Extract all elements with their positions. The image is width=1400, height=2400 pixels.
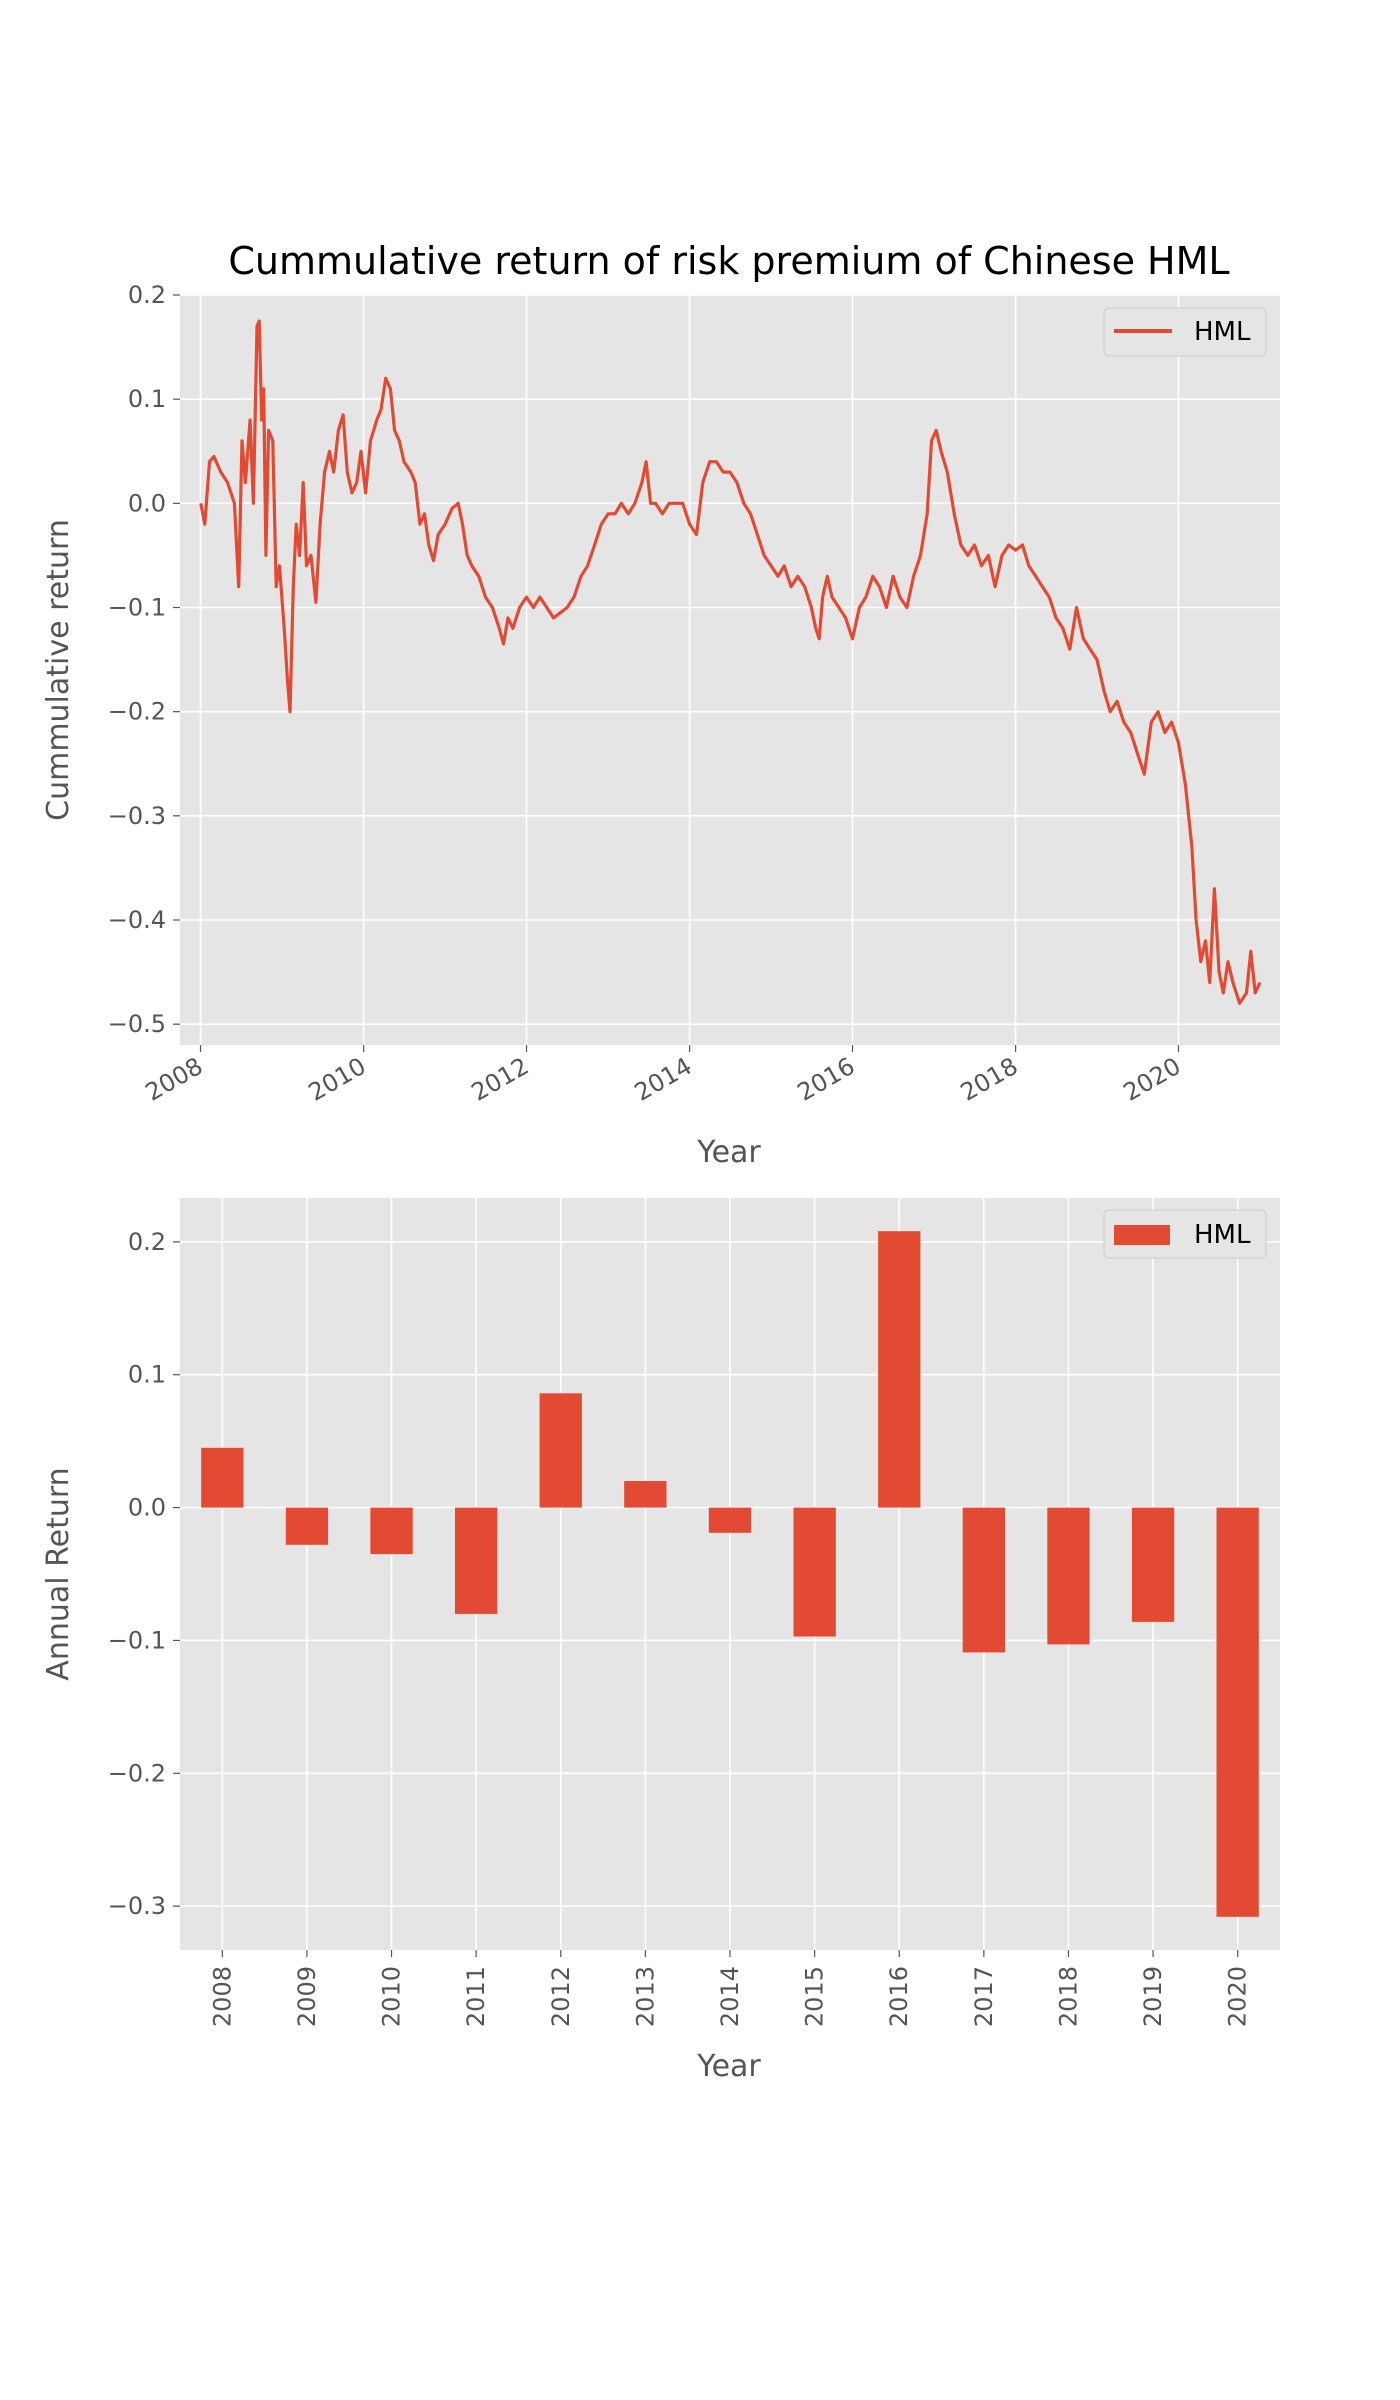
x-tick-label: 2019 (1139, 1966, 1167, 2027)
annual-return-chart: 0.20.10.0−0.1−0.2−0.3 2008 2009 2010 2011 20… (41, 1198, 1280, 2084)
y-tick-label: −0.3 (108, 1892, 166, 1920)
series-path-hml (199, 319, 1262, 1005)
x-axis-ticks: 2008 2009 2010 2011 2012 2013 2014 2015 2016 2017… (208, 1950, 1252, 2027)
x-tick-label: 2018 (1054, 1966, 1082, 2027)
x-tick-label: 2020 (1119, 1052, 1186, 1107)
x-tick-label: 2017 (970, 1966, 998, 2027)
y-tick-label: −0.2 (108, 698, 166, 726)
chart-title: Cummulative return of risk premium of Ch… (228, 239, 1229, 283)
x-tick-label: 2015 (801, 1966, 829, 2027)
x-tick-label: 2014 (716, 1966, 744, 2027)
bar-2010 (370, 1507, 413, 1555)
y-tick-label: −0.5 (108, 1010, 166, 1038)
y-tick-label: −0.2 (108, 1759, 166, 1787)
x-tick-label: 2008 (141, 1052, 208, 1107)
x-tick-label: 2020 (1224, 1966, 1252, 2027)
x-tick-label: 2012 (467, 1052, 534, 1107)
y-tick-label: 0.2 (128, 281, 166, 309)
y-axis-label: Annual Return (41, 1467, 76, 1680)
legend-bar-swatch (1114, 1225, 1170, 1245)
x-tick-label: 2012 (547, 1966, 575, 2027)
legend-box (1103, 1209, 1267, 1259)
gridlines (180, 1198, 1280, 1950)
bar-2017 (962, 1507, 1005, 1653)
x-axis-ticks: 2008 2010 2012 2014 2016 2018 2020 (141, 1045, 1186, 1107)
x-axis-label: Year (696, 2049, 761, 2084)
bar-2011 (455, 1507, 498, 1614)
bar-2019 (1131, 1507, 1175, 1622)
bar-2020 (1216, 1507, 1259, 1917)
y-tick-label: 0.2 (128, 1228, 166, 1256)
x-axis-label: Year (696, 1135, 761, 1170)
y-tick-label: −0.3 (108, 802, 166, 830)
y-tick-label: −0.1 (108, 1626, 166, 1654)
bars (201, 1231, 1259, 1917)
x-tick-label: 2010 (304, 1052, 371, 1107)
legend-box (1103, 307, 1267, 357)
x-tick-label: 2018 (956, 1052, 1023, 1107)
bar-2008 (201, 1447, 244, 1508)
x-tick-label: 2013 (631, 1966, 659, 2027)
x-tick-label: 2016 (793, 1052, 860, 1107)
y-axis-ticks: 0.2 0.1 0.0 −0.1 −0.2 −0.3 (108, 1228, 180, 1920)
y-tick-label: 0.0 (128, 489, 166, 517)
x-tick-label: 2011 (462, 1966, 490, 2027)
y-axis-ticks: 0.2 0.1 0.0 −0.1 −0.2 −0.3 −0.4 −0.5 (108, 281, 180, 1038)
x-tick-label: 2009 (293, 1966, 321, 2027)
y-axis-label: Cummulative return (41, 519, 76, 821)
y-tick-label: −0.4 (108, 906, 166, 934)
y-tick-label: 0.1 (128, 1361, 166, 1389)
x-tick-label: 2008 (208, 1966, 236, 2027)
x-tick-label: 2016 (885, 1966, 913, 2027)
series-line-hml (199, 319, 1262, 1005)
legend: HML (1103, 1209, 1267, 1259)
x-tick-label: 2014 (630, 1052, 697, 1107)
y-tick-label: −0.1 (108, 594, 166, 622)
legend-label: HML (1194, 317, 1251, 347)
legend: HML (1103, 307, 1267, 357)
bar-2009 (285, 1507, 329, 1545)
bar-2015 (793, 1507, 836, 1637)
bar-2012 (539, 1393, 582, 1508)
plot-area (180, 295, 1280, 1045)
bar-2018 (1047, 1507, 1090, 1645)
bar-2013 (624, 1481, 667, 1508)
y-tick-label: 0.1 (128, 385, 166, 413)
bar-2014 (708, 1507, 752, 1533)
legend-label: HML (1194, 1220, 1251, 1250)
cumulative-return-chart: Cummulative return of risk premium of Ch… (41, 239, 1280, 1170)
x-tick-label: 2010 (378, 1966, 406, 2027)
y-tick-label: 0.0 (128, 1494, 166, 1522)
bar-2016 (878, 1231, 921, 1508)
gridlines (180, 294, 1280, 1045)
